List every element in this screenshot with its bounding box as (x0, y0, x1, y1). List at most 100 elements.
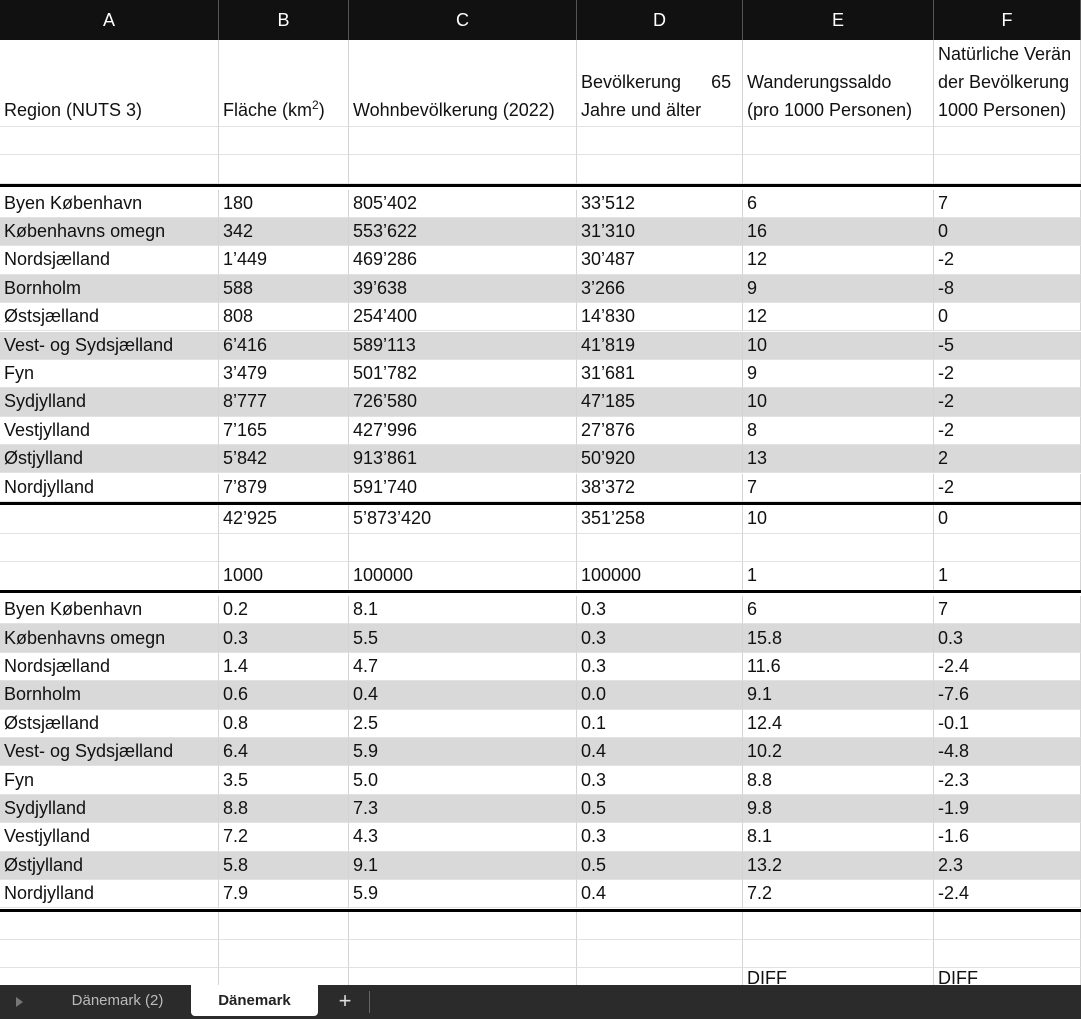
scroll-arrow[interactable] (10, 985, 30, 1019)
data-cell: 469’286 (349, 246, 577, 275)
data-cell: 0.5 (577, 794, 743, 824)
data-cell: Nordsjælland (0, 246, 219, 275)
data-cell: 11.6 (743, 652, 934, 682)
data-cell: 591’740 (349, 473, 577, 502)
sheet-tab-active[interactable]: Dänemark (191, 985, 318, 1016)
border-line (0, 909, 1081, 912)
header-cell: Fläche (km2) (219, 40, 349, 127)
data-cell: -1.6 (934, 823, 1081, 852)
data-cell: 31’310 (577, 217, 743, 247)
data-cell: Vest- og Sydsjælland (0, 738, 219, 767)
data-cell: 0.8 (219, 709, 349, 738)
data-cell: 0.4 (577, 880, 743, 909)
header-text: Fläche (km2) (223, 98, 325, 120)
add-sheet-button[interactable]: + (338, 987, 352, 1013)
data-cell: 5’873’420 (349, 505, 577, 534)
data-cell: 0.2 (219, 596, 349, 625)
data-cell: 254’400 (349, 303, 577, 332)
data-cell: 15.8 (743, 624, 934, 653)
data-cell: 7.2 (743, 880, 934, 909)
data-cell: 10.2 (743, 738, 934, 767)
header-text: Region (NUTS 3) (4, 100, 143, 120)
data-cell: 5.9 (349, 738, 577, 767)
empty-cell (349, 912, 577, 940)
data-cell: 180 (219, 189, 349, 218)
column-header: A (0, 0, 219, 40)
data-cell: Fyn (0, 359, 219, 389)
data-cell: 9.8 (743, 794, 934, 824)
empty-cell (934, 533, 1081, 562)
data-cell: 100000 (577, 562, 743, 591)
empty-cell (349, 127, 577, 155)
data-cell: -8 (934, 274, 1081, 304)
data-cell: 100000 (349, 562, 577, 591)
empty-cell (743, 155, 934, 184)
data-cell: 5’842 (219, 445, 349, 474)
empty-cell (219, 940, 349, 968)
column-header: D (577, 0, 743, 40)
empty-cell (934, 127, 1081, 155)
data-cell: 0.3 (219, 624, 349, 653)
data-cell: 0.6 (219, 681, 349, 710)
data-cell: 7.9 (219, 880, 349, 909)
separator (369, 991, 370, 1013)
data-cell: 6 (743, 596, 934, 625)
empty-cell (219, 533, 349, 562)
data-cell: 12 (743, 303, 934, 332)
data-cell: 9 (743, 274, 934, 304)
data-cell: Fyn (0, 766, 219, 795)
data-cell: 9.1 (743, 681, 934, 710)
data-cell: 10 (743, 505, 934, 534)
data-cell: -4.8 (934, 738, 1081, 767)
data-cell: -2.4 (934, 652, 1081, 682)
data-cell: 16 (743, 217, 934, 247)
data-cell: 0.3 (577, 766, 743, 795)
data-cell: Københavns omegn (0, 217, 219, 247)
data-cell: 3.5 (219, 766, 349, 795)
empty-cell (219, 912, 349, 940)
data-cell: 808 (219, 303, 349, 332)
empty-cell (743, 940, 934, 968)
empty-cell (0, 912, 219, 940)
data-cell: Østjylland (0, 851, 219, 880)
data-cell: 5.5 (349, 624, 577, 653)
header-text: 1000 Personen) (938, 100, 1067, 120)
data-cell: 0.1 (577, 709, 743, 738)
data-cell: -2 (934, 388, 1081, 417)
data-cell: 0.4 (349, 681, 577, 710)
data-cell: Byen København (0, 596, 219, 625)
header-text: Jahre und älter (581, 100, 702, 120)
header-text: Wanderungssaldo (747, 72, 892, 92)
empty-cell (349, 940, 577, 968)
data-cell: 10 (743, 331, 934, 360)
data-cell: 30’487 (577, 246, 743, 275)
data-cell: 1.4 (219, 652, 349, 682)
data-cell: 726’580 (349, 388, 577, 417)
data-cell: 0.0 (577, 681, 743, 710)
data-cell: 7 (934, 189, 1081, 218)
data-cell: 9 (743, 359, 934, 389)
data-cell: 4.3 (349, 823, 577, 852)
data-cell: -2 (934, 473, 1081, 502)
data-cell: 0.5 (577, 851, 743, 880)
data-cell: 6 (743, 189, 934, 218)
data-cell: 13 (743, 445, 934, 474)
data-cell: 2.3 (934, 851, 1081, 880)
sheet-tab[interactable]: Dänemark (2) (71, 992, 164, 1009)
data-cell: 0 (934, 505, 1081, 534)
data-cell: 553’622 (349, 217, 577, 247)
data-cell: 31’681 (577, 359, 743, 389)
data-cell: Nordjylland (0, 473, 219, 502)
data-cell: 501’782 (349, 359, 577, 389)
column-header: C (349, 0, 577, 40)
data-cell: 27’876 (577, 416, 743, 446)
data-cell: Østsjælland (0, 303, 219, 332)
empty-cell (743, 912, 934, 940)
empty-cell (577, 533, 743, 562)
data-cell: 8.1 (349, 596, 577, 625)
data-cell: 33’512 (577, 189, 743, 218)
empty-cell (577, 940, 743, 968)
data-cell: 7 (743, 473, 934, 502)
data-cell: 47’185 (577, 388, 743, 417)
sheet-tab-bar: Dänemark (2) Dänemark + (0, 985, 1081, 1019)
